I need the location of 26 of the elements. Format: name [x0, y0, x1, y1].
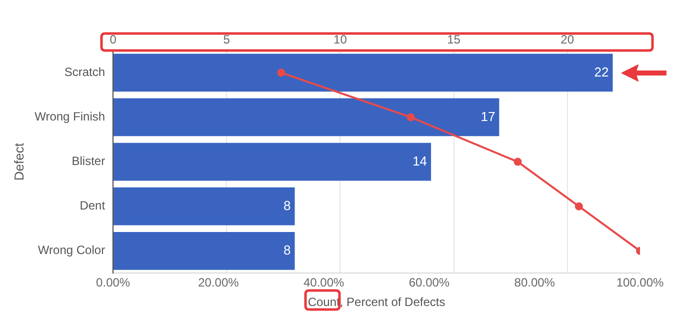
- x-tick-label: 20.00%: [198, 276, 240, 290]
- x-tick-label: 0.00%: [96, 276, 130, 290]
- point: [406, 113, 415, 122]
- x-tick-label: 40.00%: [303, 276, 345, 290]
- data-label: 8: [284, 198, 291, 213]
- point: [574, 202, 583, 210]
- point: [277, 68, 286, 77]
- y-tick-label: Wrong Finish: [34, 110, 106, 124]
- x2-tick-label: 0: [110, 32, 117, 47]
- y-tick-label: Scratch: [64, 64, 106, 79]
- x2-tick-label: 5: [223, 32, 230, 47]
- x-tick-label: 80.00%: [514, 276, 556, 290]
- x-tick-label: 100.00%: [616, 276, 664, 290]
- point: [514, 158, 522, 166]
- x-tick-label: 60.00%: [408, 276, 450, 290]
- data-label: 14: [412, 153, 428, 168]
- data-label: 22: [594, 64, 609, 80]
- y-tick-label: Dent: [80, 198, 106, 213]
- x2-tick-label: 20: [560, 32, 574, 47]
- y-axis-title: Defect: [11, 142, 26, 181]
- y-tick-label: Blister: [72, 154, 106, 168]
- data-label: 17: [480, 108, 496, 124]
- x2-tick-label: 10: [334, 32, 348, 47]
- x2-tick-label: 15: [447, 32, 461, 47]
- data-label: 8: [284, 242, 291, 258]
- y-tick-label: Wrong Color: [38, 243, 106, 258]
